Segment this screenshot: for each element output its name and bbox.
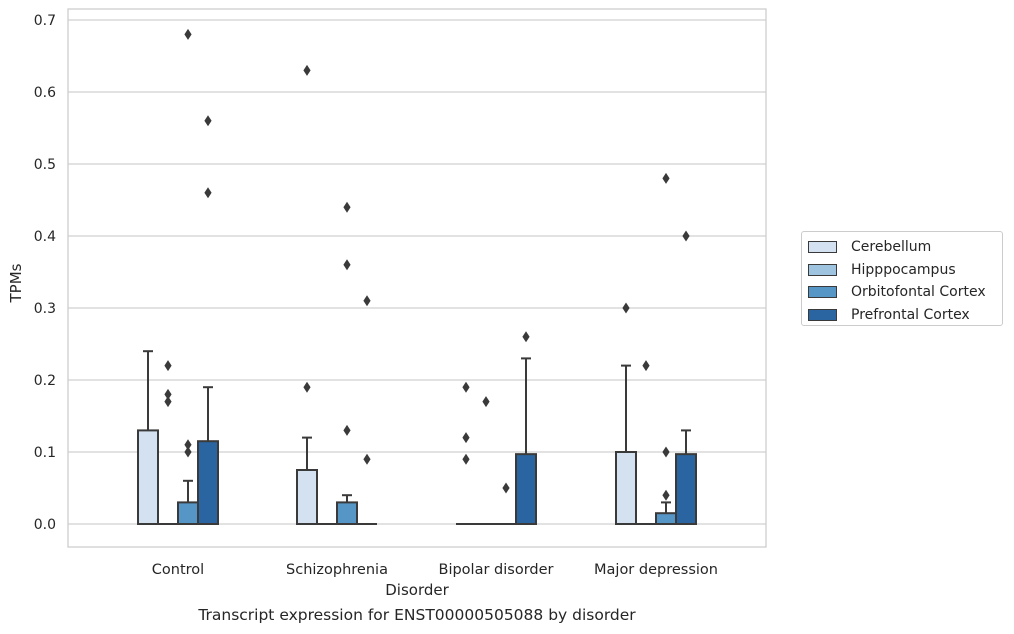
outlier-point — [343, 259, 351, 271]
y-tick-label: 0.3 — [34, 301, 56, 317]
outlier-point — [164, 360, 172, 372]
bar — [675, 453, 697, 525]
outlier-point — [622, 302, 630, 314]
x-axis-label: Disorder — [385, 581, 449, 599]
bar — [177, 501, 199, 525]
outlier-point — [184, 28, 192, 40]
outlier-point — [343, 424, 351, 436]
bar — [197, 440, 219, 526]
bar — [336, 501, 358, 525]
outlier-point — [303, 64, 311, 76]
y-axis-label: TPMs — [7, 263, 25, 303]
outlier-point — [462, 453, 470, 465]
bar — [515, 453, 537, 525]
bar — [137, 429, 159, 525]
legend-label: Prefrontal Cortex — [851, 306, 970, 323]
y-tick-label: 0.1 — [34, 445, 56, 461]
outlier-point — [502, 482, 510, 494]
legend-swatch-prefrontal — [808, 308, 837, 321]
outlier-point — [184, 439, 192, 451]
legend-item: Prefrontal Cortex — [808, 304, 1002, 327]
bar — [296, 469, 318, 525]
legend-item: Cerebellum — [808, 236, 1002, 259]
x-tick-label: Bipolar disorder — [439, 562, 554, 578]
legend-label: Hipppocampus — [851, 261, 956, 278]
outlier-point — [204, 187, 212, 199]
y-tick-labels: 0.0 0.1 0.2 0.3 0.4 0.5 0.6 0.7 — [34, 13, 56, 533]
outlier-point — [662, 489, 670, 501]
outlier-point — [184, 446, 192, 458]
legend: Cerebellum Hipppocampus Orbitofontal Cor… — [801, 231, 1003, 326]
bar — [615, 451, 637, 525]
outlier-point — [662, 172, 670, 184]
outlier-point — [522, 331, 530, 343]
outlier-point — [303, 381, 311, 393]
outlier-point — [462, 432, 470, 444]
plot-frame — [67, 8, 767, 548]
outlier-point — [662, 446, 670, 458]
outlier-point — [482, 396, 490, 408]
outliers — [164, 28, 690, 501]
legend-label: Cerebellum — [851, 239, 932, 256]
legend-item: Orbitofontal Cortex — [808, 281, 1002, 304]
x-tick-label: Control — [152, 562, 204, 578]
outlier-point — [204, 115, 212, 127]
outlier-point — [164, 396, 172, 408]
outlier-point — [363, 295, 371, 307]
outlier-point — [363, 453, 371, 465]
legend-swatch-orbitofrontal — [808, 286, 837, 299]
bars — [137, 429, 697, 526]
bar — [655, 512, 677, 526]
outlier-point — [164, 388, 172, 400]
outlier-point — [343, 201, 351, 213]
legend-label: Orbitofontal Cortex — [851, 284, 986, 301]
chart-caption: Transcript expression for ENST0000050508… — [198, 606, 636, 624]
x-tick-label: Schizophrenia — [286, 562, 388, 578]
legend-swatch-hippocampus — [808, 263, 837, 276]
y-tick-label: 0.5 — [34, 157, 56, 173]
legend-item: Hipppocampus — [808, 259, 1002, 282]
outlier-point — [642, 360, 650, 372]
outlier-point — [682, 230, 690, 242]
y-tick-label: 0.2 — [34, 373, 56, 389]
y-tick-label: 0.0 — [34, 517, 56, 533]
y-tick-label: 0.7 — [34, 13, 56, 29]
outlier-point — [462, 381, 470, 393]
y-tick-label: 0.4 — [34, 229, 56, 245]
x-tick-label: Major depression — [594, 562, 718, 578]
grid-lines — [68, 19, 766, 525]
legend-swatch-cerebellum — [808, 241, 837, 254]
whiskers — [143, 350, 691, 514]
x-tick-labels: Control Schizophrenia Bipolar disorder Majo… — [152, 562, 718, 578]
y-tick-label: 0.6 — [34, 85, 56, 101]
